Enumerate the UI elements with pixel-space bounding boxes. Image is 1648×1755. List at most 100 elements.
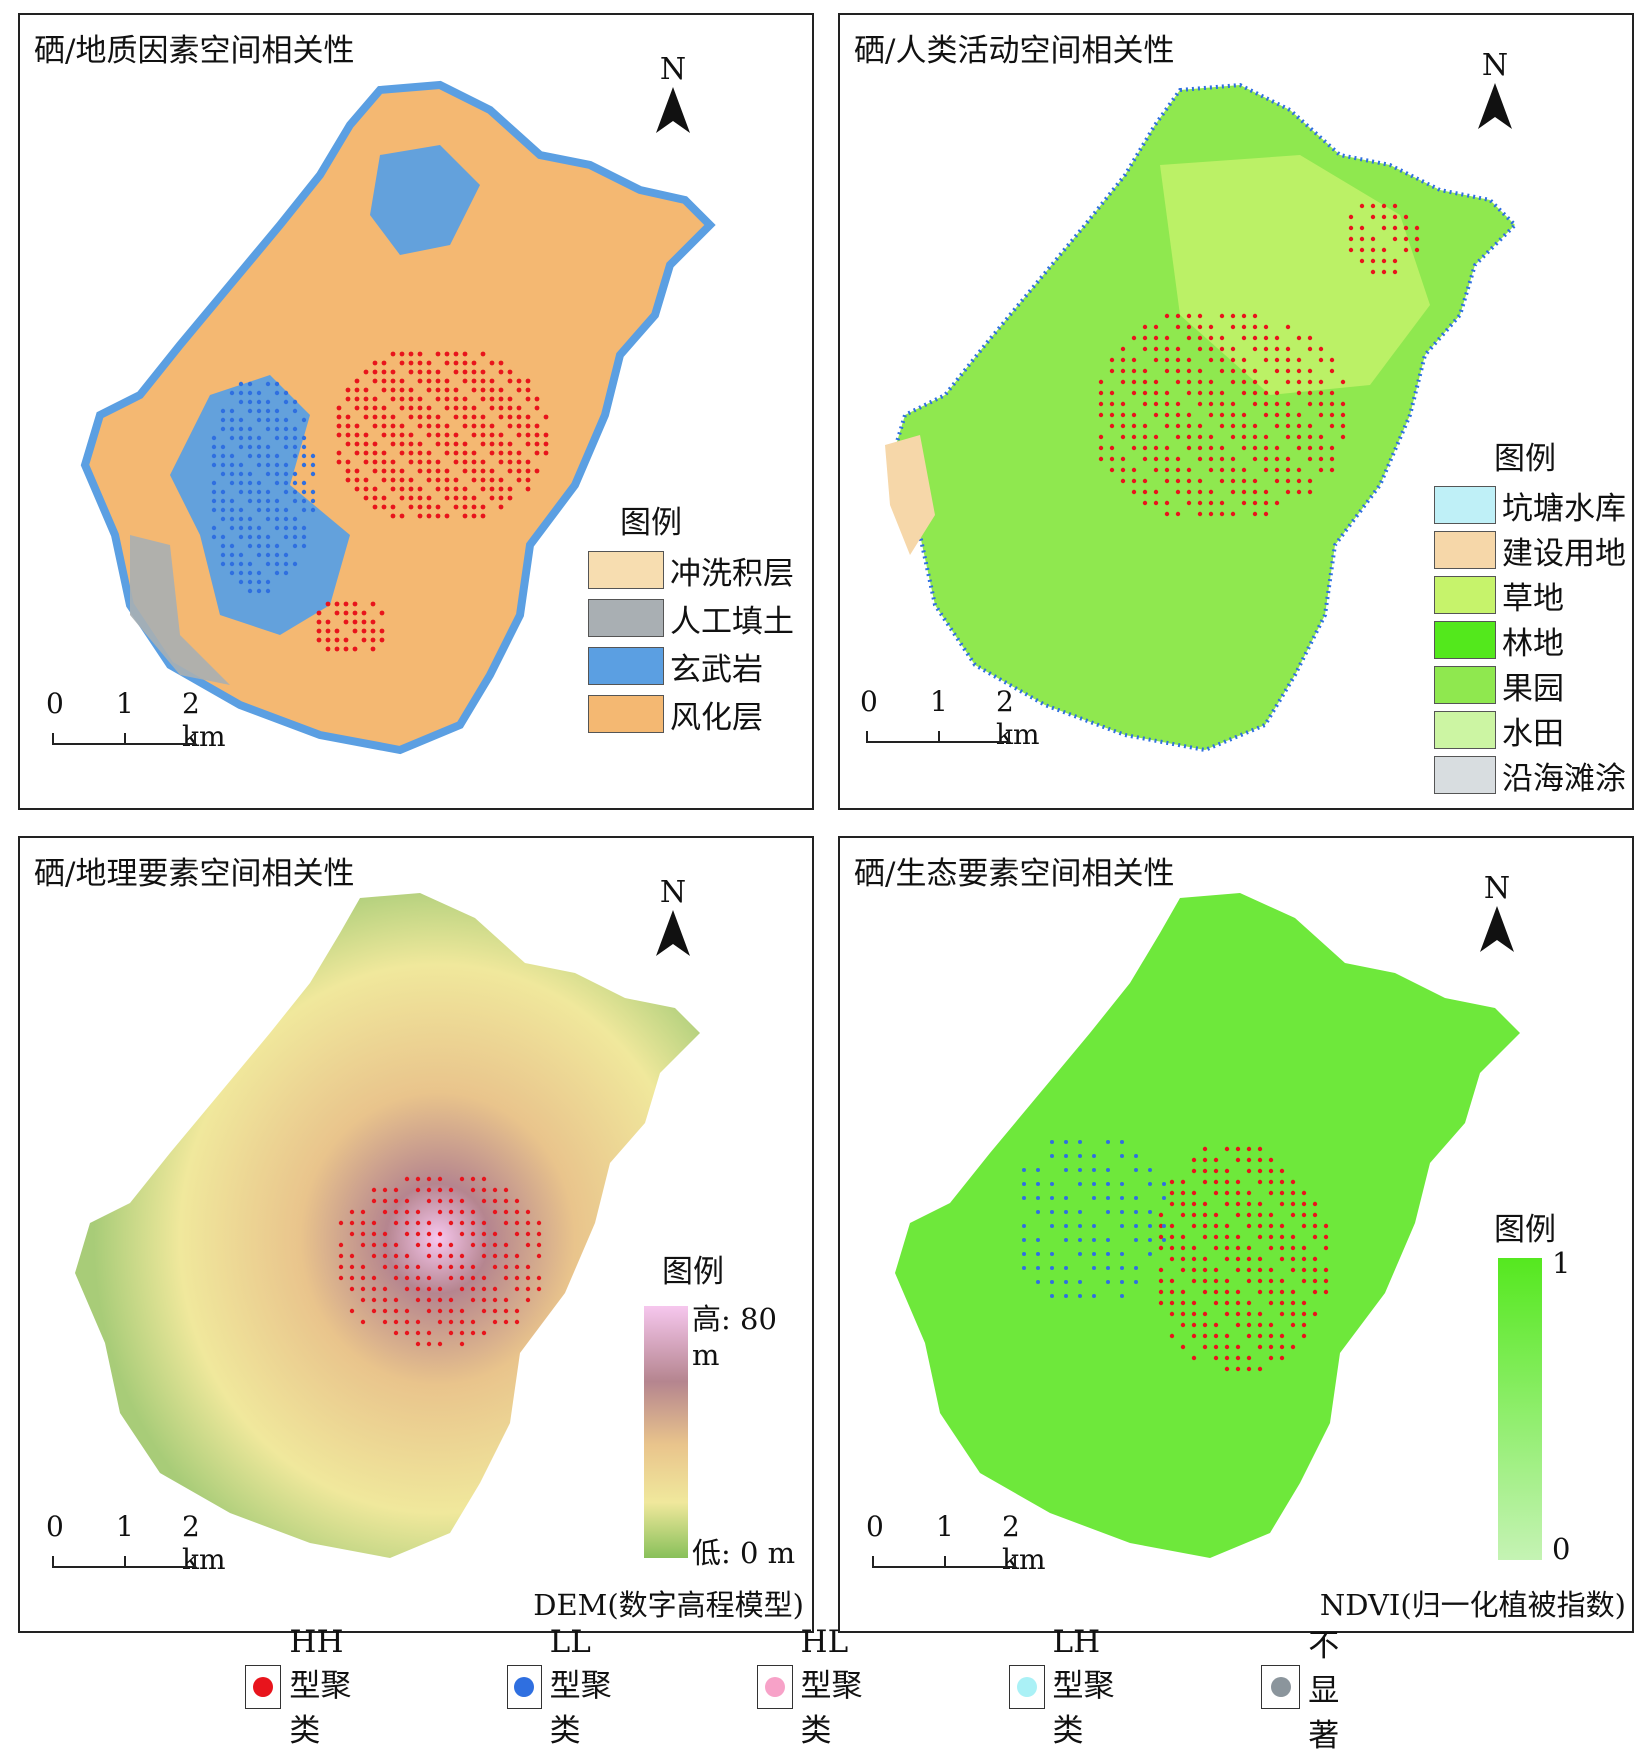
cluster-dot	[1285, 357, 1291, 363]
cluster-dot	[1169, 1223, 1175, 1229]
cluster-dot	[1197, 489, 1203, 495]
island-shape	[75, 893, 700, 1558]
cluster-dot	[1191, 1190, 1197, 1196]
cluster-dot	[435, 396, 441, 402]
cluster-dot	[1131, 379, 1137, 385]
cluster-dot	[435, 378, 441, 384]
cluster-dot	[435, 468, 441, 474]
cluster-dot	[1131, 467, 1137, 473]
cluster-dot	[301, 444, 307, 450]
cluster-dot	[1268, 1333, 1274, 1339]
cluster-dot	[372, 423, 378, 429]
cluster-dot	[1064, 1196, 1068, 1200]
legend-swatch	[1434, 531, 1496, 569]
cluster-dot	[1036, 1196, 1040, 1200]
cluster-dot	[1158, 1245, 1164, 1251]
cluster-dot	[536, 1275, 542, 1281]
cluster-dot	[247, 435, 253, 441]
cluster-dot	[503, 1308, 509, 1314]
cluster-dot	[1241, 379, 1247, 385]
cluster-dot	[1142, 489, 1148, 495]
cluster-dot	[1164, 390, 1170, 396]
cluster-swatch	[1261, 1665, 1301, 1709]
cluster-dot	[382, 1209, 388, 1215]
cluster-dot	[426, 1253, 432, 1259]
cluster-dot	[1252, 379, 1258, 385]
cluster-dot	[1241, 357, 1247, 363]
cluster-dot	[220, 552, 226, 558]
legend-swatch	[1434, 486, 1496, 524]
cluster-dot	[1064, 1224, 1068, 1228]
cluster-dot	[1307, 489, 1313, 495]
cluster-dot	[1153, 456, 1159, 462]
cluster-dot	[1246, 1355, 1252, 1361]
cluster-dot	[229, 516, 235, 522]
cluster-dot	[211, 453, 217, 459]
cluster-dot	[1246, 1322, 1252, 1328]
cluster-dot	[448, 1187, 454, 1193]
cluster-dot	[1230, 478, 1236, 484]
cluster-dot	[507, 414, 513, 420]
cluster-dot	[379, 610, 385, 616]
cluster-dot	[1252, 324, 1258, 330]
cluster-dot	[1153, 324, 1159, 330]
cluster-dot	[211, 462, 217, 468]
legend-swatch	[588, 647, 664, 685]
cluster-dot	[1036, 1168, 1040, 1172]
cluster-dot	[343, 610, 349, 616]
cluster-dot	[1224, 1355, 1230, 1361]
cluster-dot	[1148, 1238, 1152, 1242]
cluster-dot	[536, 1231, 542, 1237]
cluster-dot	[492, 1319, 498, 1325]
cluster-dot	[1180, 1300, 1186, 1306]
cluster-dot	[390, 513, 396, 519]
cluster-dot	[354, 423, 360, 429]
scale-tick-1: 1	[116, 687, 134, 720]
cluster-dot	[470, 1319, 476, 1325]
cluster-dot	[470, 1242, 476, 1248]
cluster-dot	[1274, 412, 1280, 418]
cluster-dot	[1175, 423, 1181, 429]
cluster-dot	[480, 378, 486, 384]
cluster-dot	[1197, 423, 1203, 429]
cluster-dot	[274, 570, 280, 576]
cluster-dot	[1134, 1196, 1138, 1200]
cluster-dot	[462, 441, 468, 447]
cluster-dot	[1162, 1224, 1166, 1228]
cluster-dot	[1164, 511, 1170, 517]
cluster-dot	[1370, 247, 1376, 253]
cluster-dot	[345, 396, 351, 402]
cluster-dot	[1274, 390, 1280, 396]
grassland-region	[1160, 155, 1430, 395]
cluster-legend-item: HL型聚类	[757, 1624, 877, 1749]
cluster-dot	[480, 486, 486, 492]
cluster-dot	[1175, 379, 1181, 385]
cluster-dot	[453, 387, 459, 393]
cluster-dot	[265, 462, 271, 468]
cluster-dot	[448, 1330, 454, 1336]
cluster-dot	[393, 1319, 399, 1325]
cluster-dot	[1036, 1266, 1040, 1270]
cluster-dot	[265, 426, 271, 432]
cluster-dot	[1120, 456, 1126, 462]
cluster-dot	[1169, 1179, 1175, 1185]
cluster-dot	[426, 1330, 432, 1336]
cluster-dot	[371, 1187, 377, 1193]
cluster-dot	[211, 507, 217, 513]
cluster-dot	[459, 1286, 465, 1292]
cluster-dot	[470, 1231, 476, 1237]
cluster-dot	[1329, 390, 1335, 396]
cluster-dot	[1381, 247, 1387, 253]
cluster-dot	[444, 423, 450, 429]
cluster-dot	[371, 1286, 377, 1292]
cluster-dot	[1263, 500, 1269, 506]
cluster-dot	[382, 1242, 388, 1248]
cluster-dot	[360, 1297, 366, 1303]
legend-item: 玄武岩	[588, 646, 763, 688]
cluster-dot	[390, 414, 396, 420]
cluster-dot	[211, 498, 217, 504]
cluster-dot	[1197, 456, 1203, 462]
cluster-dot	[393, 1275, 399, 1281]
cluster-dot	[470, 1187, 476, 1193]
cluster-dot	[345, 414, 351, 420]
